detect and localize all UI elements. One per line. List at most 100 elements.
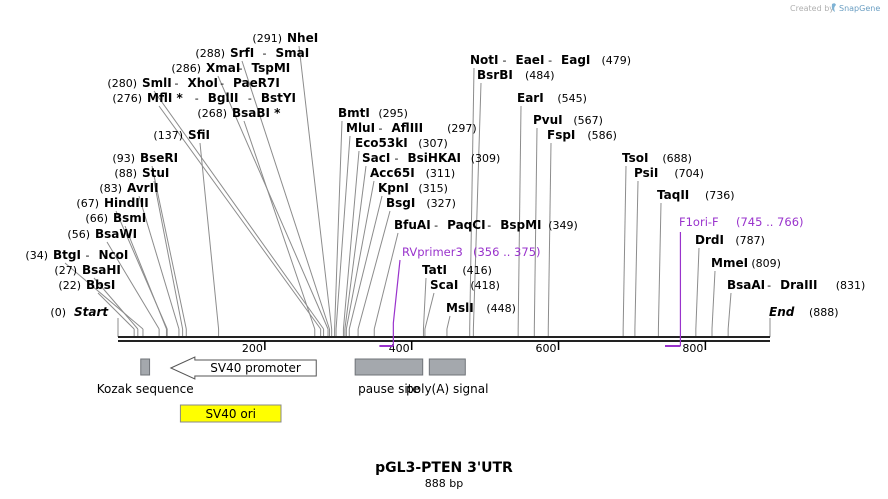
site-tsoi[interactable]: (688) TsoI [622,151,692,165]
leader-line [711,270,716,330]
site-position: (688) [662,152,692,165]
enzyme-name: EarI [517,91,544,105]
feature-label: SV40 promoter [210,361,301,375]
site-nhei[interactable]: (291) NheI [252,31,318,45]
site-fspi[interactable]: (586) FspI [547,128,617,142]
leader-line [446,315,451,330]
site-position: (736) [705,189,735,202]
primer-f1ori-f[interactable]: F1ori-F (745 .. 766) [665,215,804,347]
site-xmai[interactable]: (286) XmaI- TspMI [171,61,290,75]
enzyme-name: HindIII [104,196,149,210]
site-kpni[interactable]: (315) KpnI [378,181,448,195]
site-bsahi[interactable]: (27) BsaHI [54,263,121,277]
feature-label: SV40 ori [205,407,256,421]
site-msli[interactable]: (448) MslI [446,301,516,315]
site-mlui[interactable]: (297) MluI - AflIII [346,121,477,135]
leader-line [243,120,316,330]
site-position: (276) [112,92,142,105]
end-marker-end: End (888) [769,305,839,319]
site-tati[interactable]: (416) TatI [422,263,492,277]
enzyme-name: SrfI [230,46,254,60]
enzyme-name: BglII [208,91,239,105]
site-position: (307) [418,137,448,150]
site-position: (349) [548,219,578,232]
site-bsabi[interactable]: (268) BsaBI * [197,106,281,120]
site-position: (66) [85,212,108,225]
primer-name: F1ori-F [679,215,719,229]
enzyme-name: SacI [362,151,390,165]
site-position: (545) [557,92,587,105]
site-bmti[interactable]: (295) BmtI [338,106,408,120]
enzyme-name: EagI [561,53,590,67]
feature-sv40-ori[interactable]: SV40 ori [179,404,282,423]
site-bsgi[interactable]: (327) BsgI [386,196,456,210]
site-psii[interactable]: (704) PsiI [634,166,704,180]
enzyme-name: BsgI [386,196,415,210]
leader-line [634,180,639,330]
site-bsrbi[interactable]: (484) BsrBI [477,68,555,82]
site-position: (479) [601,54,631,67]
site-bbsi[interactable]: (22) BbsI [58,278,115,292]
site-sfii[interactable]: (137) SfiI [153,128,210,142]
enzyme-name: PvuI [533,113,563,127]
primer-rvprimer3[interactable]: RVprimer3 (356 .. 375) [379,245,541,347]
feature-poly-a-signal[interactable]: poly(A) signal [406,358,488,396]
site-mfli[interactable]: (276) MflI * - BglII - BstYI [112,91,296,105]
site-stui[interactable]: (88) StuI [114,166,169,180]
site-position: (448) [486,302,516,315]
site-noti[interactable]: (479)NotI - EaeI - EagI [470,53,631,67]
enzyme-name: BsaWI [95,227,137,241]
enzyme-name: TsoI [622,151,648,165]
site-bseri[interactable]: (93) BseRI [112,151,178,165]
feature-kozak-sequence[interactable]: Kozak sequence [97,358,194,396]
axis-tick-label: 800 [682,342,703,355]
site-avrii[interactable]: (83) AvrII [99,181,158,195]
site-bsawi[interactable]: (56) BsaWI [67,227,137,241]
enzyme-name: TspMI [252,61,291,75]
enzyme-name: BseRI [140,151,178,165]
feature-sv40-promoter[interactable]: SV40 promoter [169,356,317,380]
site-eco53ki[interactable]: (307) Eco53kI [355,136,448,150]
end-position: (888) [809,306,839,319]
leader-line [106,241,160,330]
name-separator: - [86,249,90,262]
leader-line [469,67,475,330]
site-position: (327) [426,197,456,210]
site-drdi[interactable]: (787) DrdI [695,233,765,247]
enzyme-name: SmaI [276,46,310,60]
site-hindiii[interactable]: (67) HindIII [76,196,148,210]
enzyme-name: SmlI [142,76,172,90]
site-position: (83) [99,182,122,195]
enzyme-name: BmtI [338,106,370,120]
leader-line [241,60,330,330]
site-smli[interactable]: (280) SmlI - XhoI - PaeR7I [107,76,279,90]
site-taqii[interactable]: (736) TaqII [657,188,735,202]
site-eari[interactable]: (545) EarI [517,91,587,105]
enzyme-name: BsaAI [727,278,765,292]
site-bsmi[interactable]: (66) BsmI [85,211,146,225]
leader-line [345,180,375,330]
map-length: 888 bp [425,477,463,490]
site-srfi[interactable]: (288) SrfI - SmaI [195,46,309,60]
site-btgi[interactable]: (34) BtgI - NcoI [25,248,128,262]
site-pvui[interactable]: (567) PvuI [533,113,603,127]
site-labels: (22) BbsI(27) BsaHI(34) BtgI - NcoI (56) BsaWI (… [25,31,865,319]
site-scai[interactable]: (418) ScaI [430,278,500,292]
leader-line [151,165,187,330]
site-bsaai[interactable]: (831) BsaAI - DraIII [727,278,865,292]
name-separator: - [195,92,199,105]
enzyme-name: BsaHI [82,263,121,277]
feature-arrow [169,356,317,380]
enzyme-name: Eco53kI [355,136,408,150]
leader-line [64,262,144,330]
enzyme-name: XmaI [206,61,240,75]
site-saci[interactable]: (309) SacI - BsiHKAI [362,151,500,165]
end-label: End [769,305,795,319]
site-mmei[interactable]: (809)MmeI [711,256,781,270]
site-acc65i[interactable]: (311) Acc65I [370,166,455,180]
feature-pause-site[interactable]: pause site [354,358,424,396]
site-position: (315) [418,182,448,195]
enzyme-name: AvrII [127,181,159,195]
leader-line [115,210,168,330]
site-bfuai[interactable]: (349)BfuAI - PaqCI - BspMI [394,218,578,232]
